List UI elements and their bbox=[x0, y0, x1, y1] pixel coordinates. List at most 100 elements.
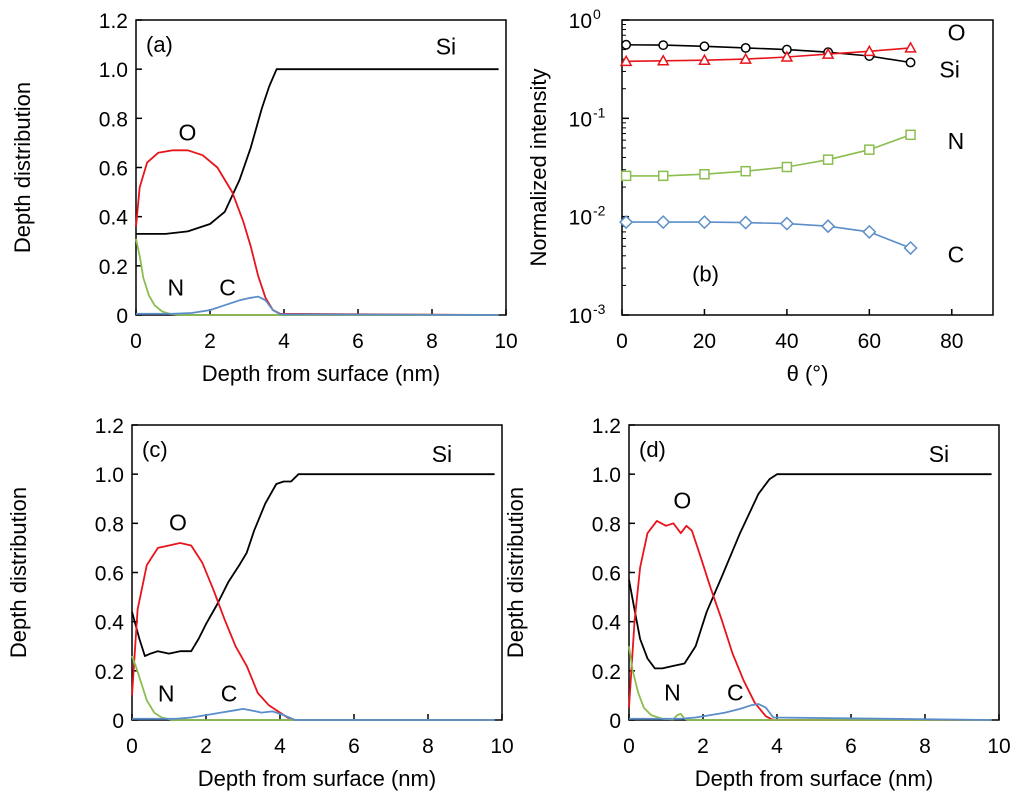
x-tick-label: 2 bbox=[204, 330, 216, 353]
series-annotation: Si bbox=[929, 441, 949, 467]
y-tick-label: 0.4 bbox=[99, 207, 129, 230]
x-tick-label: 0 bbox=[623, 735, 635, 758]
series-annotation: O bbox=[179, 119, 197, 145]
series-annotation: O bbox=[169, 510, 187, 536]
marker-o bbox=[739, 52, 752, 64]
series-line-si bbox=[628, 473, 992, 670]
series-annotation: Si bbox=[432, 441, 452, 467]
marker-n bbox=[620, 170, 632, 182]
x-tick-label: 10 bbox=[490, 735, 513, 758]
x-axis-label: θ (°) bbox=[787, 361, 829, 386]
marker-si bbox=[699, 41, 710, 52]
y-tick-label: 0.8 bbox=[95, 513, 124, 536]
marker-o bbox=[821, 47, 835, 59]
y-tick-exponent: -3 bbox=[593, 301, 606, 317]
series-annotation: N bbox=[948, 128, 965, 154]
marker-n bbox=[905, 129, 916, 141]
y-tick-base: 10 bbox=[569, 10, 592, 33]
y-tick-label: 1.2 bbox=[99, 10, 128, 33]
marker-si bbox=[621, 39, 632, 50]
y-tick-label: 1.0 bbox=[95, 464, 124, 487]
x-tick-label: 8 bbox=[426, 330, 438, 353]
x-tick-label: 8 bbox=[422, 735, 434, 758]
marker-n bbox=[864, 144, 875, 155]
y-tick-label: 0 bbox=[112, 710, 124, 733]
series-annotation: C bbox=[219, 274, 236, 300]
x-tick-label: 4 bbox=[771, 735, 783, 758]
x-tick-label: 8 bbox=[919, 735, 931, 758]
x-tick-label: 10 bbox=[494, 330, 517, 353]
plot-frame bbox=[131, 424, 503, 721]
x-tick-label: 40 bbox=[775, 330, 798, 353]
marker-n bbox=[740, 165, 751, 177]
series-annotation: C bbox=[727, 679, 744, 705]
plot-frame bbox=[621, 19, 994, 316]
y-tick-label: 0.6 bbox=[592, 563, 621, 586]
series-line-o bbox=[135, 149, 499, 316]
series-line-c bbox=[132, 708, 495, 721]
x-tick-label: 20 bbox=[693, 330, 716, 353]
panel-c: 0 2 4 6 8 10 0 0.2 0.4 0.6 0.8 1.0 1.2 Depth from sur… bbox=[6, 415, 514, 791]
series-annotation: C bbox=[948, 242, 965, 268]
x-tick-label: 0 bbox=[130, 330, 142, 353]
series-line-si bbox=[131, 473, 495, 657]
panel-label: (d) bbox=[639, 437, 666, 462]
x-tick-label: 4 bbox=[274, 735, 286, 758]
x-tick-label: 60 bbox=[858, 330, 881, 353]
marker-c bbox=[656, 215, 671, 230]
x-tick-label: 10 bbox=[987, 735, 1010, 758]
series-line-n bbox=[626, 134, 911, 177]
marker-si bbox=[658, 40, 669, 51]
y-tick-base: 10 bbox=[569, 305, 592, 328]
marker-o bbox=[904, 41, 917, 53]
series-annotation: N bbox=[158, 681, 175, 707]
x-tick-label: 80 bbox=[940, 330, 963, 353]
y-tick-label: 1.2 bbox=[95, 415, 124, 438]
series-annotation: N bbox=[167, 274, 184, 300]
y-tick-exponent: 0 bbox=[593, 6, 601, 22]
series-annotation: O bbox=[673, 488, 691, 514]
x-axis-label: Depth from surface (nm) bbox=[198, 766, 436, 791]
marker-si bbox=[740, 42, 751, 53]
y-tick-label: 10 bbox=[569, 305, 592, 328]
marker-n bbox=[781, 161, 793, 173]
series-annotation: N bbox=[664, 679, 681, 705]
y-tick-label: 10 bbox=[569, 207, 592, 230]
x-tick-label: 6 bbox=[845, 735, 857, 758]
series-line-c bbox=[136, 295, 499, 316]
x-tick-label: 0 bbox=[126, 735, 138, 758]
plot-frame bbox=[135, 19, 507, 316]
marker-n bbox=[657, 170, 669, 182]
y-tick-label: 1.0 bbox=[99, 59, 128, 82]
series-line-n bbox=[131, 655, 495, 721]
y-tick-label: 10 bbox=[569, 10, 592, 33]
y-tick-exponent: -1 bbox=[593, 104, 606, 120]
marker-c bbox=[862, 224, 877, 239]
x-tick-label: 6 bbox=[352, 330, 364, 353]
series-line-o bbox=[626, 47, 911, 63]
y-axis-label: Depth distribution bbox=[6, 487, 31, 658]
marker-o bbox=[780, 50, 794, 62]
x-tick-label: 4 bbox=[278, 330, 290, 353]
panel-label: (c) bbox=[142, 437, 168, 462]
marker-o bbox=[656, 54, 670, 66]
y-tick-label: 0.8 bbox=[99, 108, 128, 131]
series-line-o bbox=[628, 520, 992, 721]
series-line-o bbox=[131, 542, 495, 721]
panel-d: 0 2 4 6 8 10 0 0.2 0.4 0.6 0.8 1.0 1.2 Depth from sur… bbox=[503, 415, 1011, 791]
x-tick-label: 0 bbox=[616, 330, 628, 353]
marker-si bbox=[905, 57, 916, 68]
x-tick-label: 6 bbox=[348, 735, 360, 758]
series-line-n bbox=[628, 646, 992, 721]
y-tick-label: 0.2 bbox=[592, 661, 621, 684]
series-line-n bbox=[135, 238, 499, 316]
series-annotation: Si bbox=[939, 57, 959, 83]
marker-c bbox=[779, 216, 794, 231]
y-tick-label: 0.4 bbox=[592, 612, 622, 635]
y-tick-label: 0 bbox=[609, 710, 621, 733]
panel-label: (a) bbox=[146, 32, 173, 57]
y-tick-label: 0.6 bbox=[99, 158, 128, 181]
marker-n bbox=[699, 168, 710, 180]
